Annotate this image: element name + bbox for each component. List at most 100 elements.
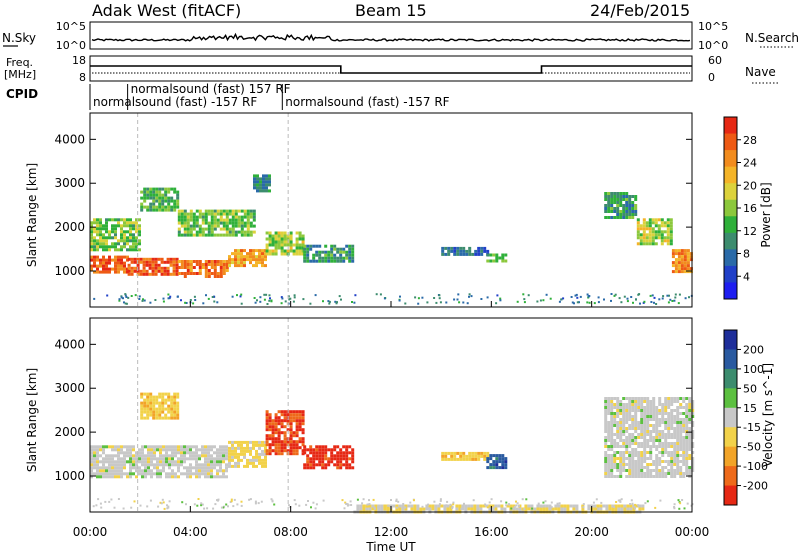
heatmap-cell [607,472,611,475]
x-tick-label: 00:00 [73,525,108,539]
heatmap-cell [673,460,677,463]
heatmap-cell [610,403,614,406]
heatmap-cell [322,300,324,303]
heatmap-cell [152,395,156,399]
heatmap-cell [649,433,653,436]
heatmap-cell [607,466,611,469]
heatmap-cell [183,451,186,455]
heatmap-cell [175,272,179,276]
heatmap-cell [631,460,635,463]
heatmap-cell [646,472,650,475]
heatmap-cell [616,403,620,406]
heatmap-cell [114,242,117,246]
heatmap-cell [129,227,132,231]
heatmap-cell [165,451,168,455]
heatmap-cell [210,466,213,470]
heatmap-cell [277,240,281,244]
heatmap-cell [249,252,252,256]
heatmap-cell [676,400,680,403]
heatmap-cell [673,454,677,457]
heatmap-cell [447,246,451,250]
heatmap-cell [233,498,236,501]
heatmap-cell [205,294,207,297]
heatmap-cell [219,212,223,216]
heatmap-cell [658,412,662,415]
heatmap-cell [173,199,177,203]
heatmap-cell [274,449,278,453]
heatmap-cell [240,264,243,268]
heatmap-cell [147,466,150,470]
heatmap-cell [691,436,695,439]
heatmap-cell [685,445,689,448]
heatmap-cell [135,248,138,252]
heatmap-cell [162,297,165,300]
heatmap-cell [96,227,99,231]
heatmap-cell [691,457,695,460]
heatmap-cell [138,248,141,252]
heatmap-cell [616,198,620,201]
heatmap-cell [682,406,686,409]
heatmap-cell [295,446,299,450]
heatmap-cell [610,430,614,433]
heatmap-cell [259,189,262,193]
heatmap-cell [114,448,117,452]
heatmap-cell [149,196,153,200]
heatmap-cell [130,266,134,270]
heatmap-cell [158,199,162,203]
heatmap-cell [318,451,322,455]
heatmap-cell [607,445,611,448]
heatmap-cell [620,507,624,511]
heatmap-cell [679,424,683,427]
heatmap-cell [641,504,645,508]
heatmap-cell [152,202,156,206]
heatmap-cell [439,499,442,502]
heatmap-cell [225,215,229,219]
heatmap-cell [102,255,105,259]
heatmap-cell [628,454,632,457]
heatmap-cell [136,269,140,273]
heatmap-cell [114,227,117,231]
heatmap-cell [651,239,655,243]
heatmap-cell [143,187,147,191]
heatmap-cell [172,257,176,261]
heatmap-cell [268,249,272,253]
heatmap-cell [628,427,632,430]
heatmap-cell [646,469,650,472]
heatmap-cell [607,421,611,424]
heatmap-cell [607,201,611,204]
heatmap-cell [234,261,237,265]
heatmap-cell [622,451,626,454]
heatmap-cell [616,463,620,466]
heatmap-cell [277,434,281,438]
heatmap-cell [157,263,161,267]
heatmap-cell [146,505,149,508]
heatmap-cell [102,245,105,249]
heatmap-cell [395,500,398,502]
heatmap-cell [678,501,681,504]
heatmap-cell [292,249,296,253]
heatmap-cell [301,249,305,253]
heatmap-cell [637,469,641,472]
heatmap-cell [670,400,674,403]
heatmap-cell [643,460,647,463]
heatmap-cell [373,506,376,509]
heatmap-cell [610,415,614,418]
heatmap-cell [651,221,655,225]
heatmap-cell [682,421,686,424]
heatmap-cell [628,469,632,472]
heatmap-cell [138,295,141,298]
heatmap-cell [631,207,635,210]
heatmap-cell [261,461,264,465]
heatmap-cell [677,258,681,262]
heatmap-cell [108,258,111,262]
heatmap-cell [201,233,205,237]
heatmap-cell [117,221,120,225]
heatmap-cell [173,413,177,417]
heatmap-cell [398,507,402,511]
heatmap-cell [602,504,606,508]
heatmap-cell [261,458,264,462]
heatmap-cell [261,443,264,447]
heatmap-cell [123,233,126,237]
heatmap-cell [646,475,650,478]
heatmap-cell [161,498,164,501]
